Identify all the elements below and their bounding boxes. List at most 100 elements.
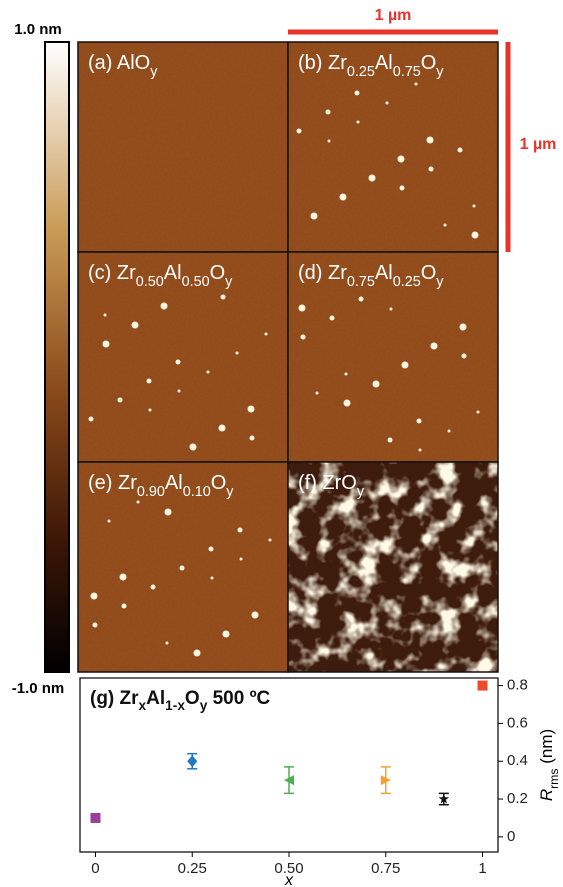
afm-particle <box>448 430 451 433</box>
afm-particle <box>166 642 169 645</box>
text-run: Al <box>165 472 183 494</box>
afm-particle <box>194 650 201 657</box>
text-run: (e) Zr <box>88 472 137 494</box>
afm-particle <box>137 501 140 504</box>
afm-particle <box>301 335 306 340</box>
afm-particle <box>328 140 331 143</box>
subscript: 0.25 <box>347 64 375 80</box>
afm-particle <box>91 593 98 600</box>
data-point <box>478 681 488 691</box>
text-run: (f) ZrO <box>298 472 357 494</box>
afm-particle <box>132 322 139 329</box>
afm-particle <box>209 547 214 552</box>
afm-particle <box>400 186 405 191</box>
subscript: 0.50 <box>136 274 164 290</box>
scale-label: 1 µm <box>375 7 412 24</box>
y-tick-label: 0.2 <box>507 790 528 807</box>
afm-particle <box>444 224 447 227</box>
afm-particle <box>431 343 438 350</box>
afm-particle <box>388 438 393 443</box>
y-tick-label: 0.6 <box>507 714 528 731</box>
afm-particle <box>120 574 127 581</box>
afm-particle <box>221 295 226 300</box>
afm-particle <box>161 303 168 310</box>
afm-particle <box>345 373 348 376</box>
afm-particle <box>122 604 127 609</box>
x-tick-label: 0.25 <box>178 860 207 877</box>
afm-particle <box>386 102 389 105</box>
figure: 1.0 nm -1.0 nm 1 µm 1 µm (a) AlOy(b) Zr0… <box>0 0 563 887</box>
afm-particle <box>252 612 259 619</box>
x-tick-label: 0 <box>91 860 99 877</box>
afm-particle <box>269 539 272 542</box>
afm-particle <box>458 148 463 153</box>
data-point <box>90 813 100 823</box>
afm-particle <box>250 436 255 441</box>
afm-particle <box>238 528 243 533</box>
afm-particle <box>299 305 306 312</box>
subscript: y <box>436 274 444 290</box>
afm-particle <box>190 444 197 451</box>
y-tick-label: 0 <box>507 828 515 845</box>
afm-particle <box>178 390 181 393</box>
x-axis-label: x <box>284 872 294 887</box>
afm-particle <box>427 137 434 144</box>
afm-particle <box>151 585 156 590</box>
afm-particle <box>369 175 376 182</box>
subscript: y <box>357 484 365 500</box>
text-run: Al <box>375 52 393 74</box>
afm-particle <box>473 205 476 208</box>
subscript: y <box>225 274 233 290</box>
scale-label: 1 µm <box>520 136 557 153</box>
afm-particle <box>147 379 152 384</box>
afm-particle <box>93 623 98 628</box>
subscript: 0.25 <box>393 274 421 290</box>
afm-particle <box>248 406 255 413</box>
text-run: (nm) <box>537 729 556 769</box>
subscript: 1-x <box>165 698 185 713</box>
afm-particle <box>316 392 319 395</box>
text-run: Al <box>375 262 393 284</box>
afm-particle <box>373 381 380 388</box>
afm-particle <box>165 509 172 516</box>
afm-particle <box>340 194 347 201</box>
subscript: rms <box>547 769 561 789</box>
y-tick-label: 0.8 <box>507 677 528 694</box>
afm-particle <box>211 577 214 580</box>
text-run: O <box>211 472 227 494</box>
afm-particle <box>344 400 351 407</box>
afm-particle <box>390 308 393 311</box>
text-run: Al <box>146 688 165 709</box>
afm-particle <box>219 425 226 432</box>
afm-particle <box>419 449 422 452</box>
text-run: O <box>421 52 437 74</box>
text-run: (c) Zr <box>88 262 136 284</box>
text-run: O <box>210 262 226 284</box>
text-run: (b) Zr <box>298 52 347 74</box>
colorbar-max: 1.0 nm <box>14 21 62 38</box>
text-run: (g) Zr <box>90 688 139 709</box>
subscript: y <box>226 484 234 500</box>
afm-particle <box>460 324 467 331</box>
afm-particle <box>359 297 364 302</box>
afm-particle <box>236 352 239 355</box>
text-run: R <box>537 789 556 801</box>
afm-particle <box>311 213 318 220</box>
afm-particle <box>176 360 181 365</box>
afm-particle <box>326 110 331 115</box>
afm-particle <box>89 417 94 422</box>
subscript: 0.90 <box>137 484 165 500</box>
afm-particle <box>429 167 434 172</box>
afm-particle <box>398 156 405 163</box>
afm-particle <box>223 631 230 638</box>
subscript: 0.75 <box>393 64 421 80</box>
afm-particle <box>103 341 110 348</box>
afm-particle <box>297 129 302 134</box>
subscript: 0.50 <box>182 274 210 290</box>
y-tick-label: 0.4 <box>507 752 528 769</box>
subscript: 0.10 <box>183 484 211 500</box>
afm-particle <box>402 362 409 369</box>
text-run: Al <box>164 262 182 284</box>
colorbar <box>45 42 69 672</box>
text-run: O <box>421 262 437 284</box>
